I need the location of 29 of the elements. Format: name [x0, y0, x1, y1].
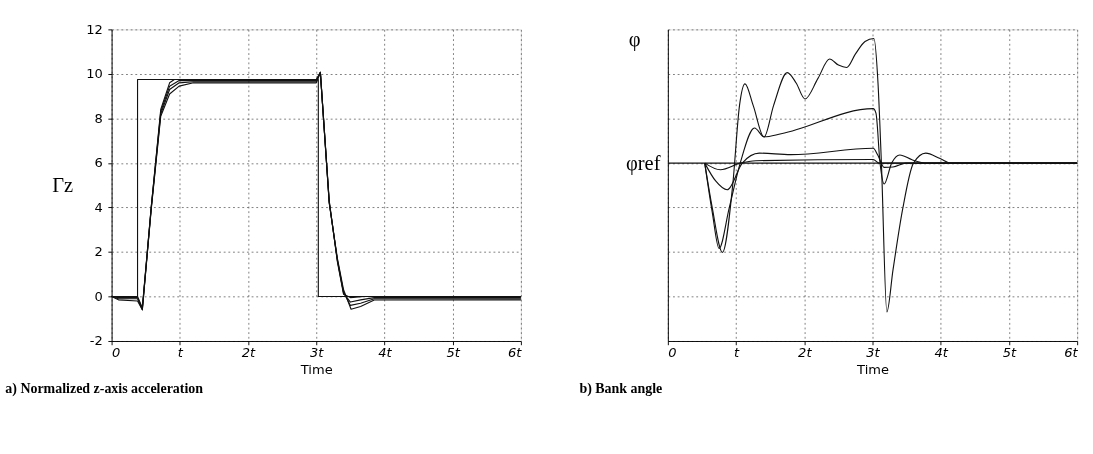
x-tick-label: t	[734, 345, 741, 361]
x-axis-title: Time	[299, 362, 333, 378]
x-tick-label: t	[177, 345, 184, 361]
y-tick-label: 10	[86, 66, 103, 82]
x-tick-label: 4t	[378, 345, 393, 361]
y-axis-title: φ	[628, 27, 641, 51]
y-tick-label: -2	[89, 333, 103, 349]
y-tick-label: 2	[94, 244, 103, 260]
x-tick-label: 6t	[1064, 345, 1079, 361]
x-tick-label: 0	[668, 345, 677, 361]
text: b) Bank angle	[579, 381, 663, 398]
x-tick-label: 6t	[507, 345, 523, 361]
y-tick-label: 8	[94, 110, 103, 126]
y-tick-label: 4	[94, 199, 103, 215]
text: φref	[625, 151, 661, 175]
y-tick-label: 0	[94, 288, 103, 304]
x-tick-label: 0	[112, 345, 121, 361]
y-axis-title: Γz	[52, 174, 74, 197]
x-tick-label: 3t	[310, 345, 325, 361]
y-tick-label: 12	[86, 21, 103, 37]
x-axis-title: Time	[856, 362, 889, 378]
text: a) Normalized z-axis acceleration	[5, 381, 204, 398]
x-tick-label: 2t	[241, 345, 257, 361]
x-tick-label: 5t	[1002, 345, 1018, 361]
x-tick-label: 2t	[798, 345, 813, 361]
x-tick-label: 5t	[446, 345, 461, 361]
x-tick-label: 4t	[934, 345, 949, 361]
x-tick-label: 3t	[866, 345, 881, 361]
y-tick-label: 6	[94, 155, 103, 171]
